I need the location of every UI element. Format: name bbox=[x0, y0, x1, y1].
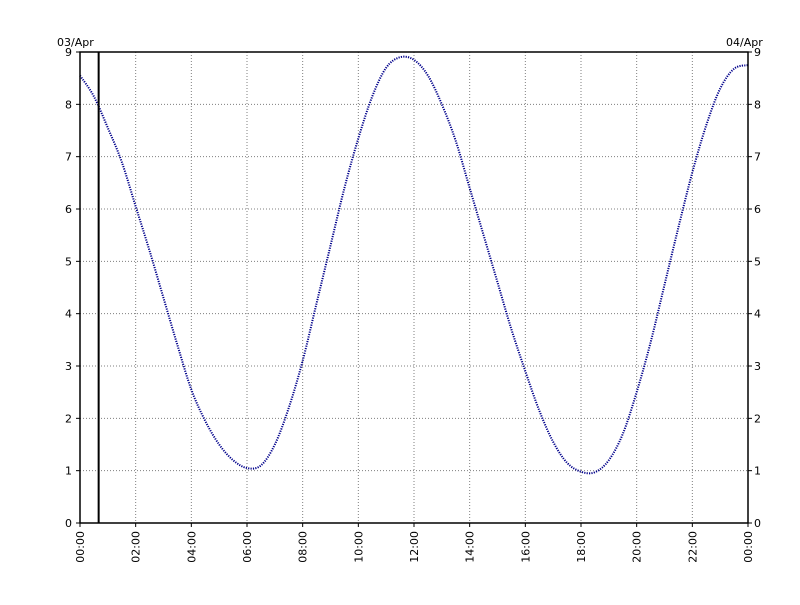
x-tick-label: 18:00 bbox=[575, 531, 588, 563]
y-tick-label-right: 3 bbox=[754, 360, 761, 373]
grid-layer bbox=[80, 52, 748, 523]
x-tick-label: 04:00 bbox=[185, 531, 198, 563]
x-tick-label: 00:00 bbox=[742, 531, 755, 563]
y-tick-label-right: 5 bbox=[754, 255, 761, 268]
y-tick-label-right: 9 bbox=[754, 46, 761, 59]
date-label-left: 03/Apr bbox=[57, 36, 94, 49]
y-tick-label-left: 7 bbox=[65, 151, 72, 164]
x-tick-label: 12:00 bbox=[408, 531, 421, 563]
y-tick-label-left: 3 bbox=[65, 360, 72, 373]
y-tick-label-right: 4 bbox=[754, 308, 761, 321]
date-label-right: 04/Apr bbox=[726, 36, 763, 49]
y-tick-label-left: 2 bbox=[65, 412, 72, 425]
series-layer bbox=[79, 55, 749, 475]
tide-height-line bbox=[79, 55, 749, 475]
y-tick-label-left: 0 bbox=[65, 517, 72, 530]
axes-layer: 0 0 1 1 2 2 3 3 4 4 5 5 6 6 7 7 8 8 9 9 00:00 02:00 04:00 06:00… bbox=[65, 46, 761, 563]
y-tick-label-left: 5 bbox=[65, 255, 72, 268]
y-tick-label-right: 8 bbox=[754, 98, 761, 111]
y-tick-label-right: 0 bbox=[754, 517, 761, 530]
x-tick-label: 16:00 bbox=[519, 531, 532, 563]
plot-frame bbox=[79, 51, 749, 524]
y-tick-label-left: 6 bbox=[65, 203, 72, 216]
y-tick-label-right: 6 bbox=[754, 203, 761, 216]
y-tick-label-left: 4 bbox=[65, 308, 72, 321]
x-tick-label: 14:00 bbox=[464, 531, 477, 563]
x-tick-label: 00:00 bbox=[74, 531, 87, 563]
y-tick-label-right: 1 bbox=[754, 465, 761, 478]
x-tick-label: 08:00 bbox=[297, 531, 310, 563]
y-tick-label-left: 9 bbox=[65, 46, 72, 59]
y-tick-label-right: 2 bbox=[754, 412, 761, 425]
y-tick-label-left: 8 bbox=[65, 98, 72, 111]
x-tick-label: 22:00 bbox=[686, 531, 699, 563]
x-tick-label: 02:00 bbox=[130, 531, 143, 563]
y-tick-label-right: 7 bbox=[754, 151, 761, 164]
x-tick-label: 10:00 bbox=[352, 531, 365, 563]
y-tick-label-left: 1 bbox=[65, 465, 72, 478]
x-tick-label: 20:00 bbox=[631, 531, 644, 563]
x-tick-label: 06:00 bbox=[241, 531, 254, 563]
